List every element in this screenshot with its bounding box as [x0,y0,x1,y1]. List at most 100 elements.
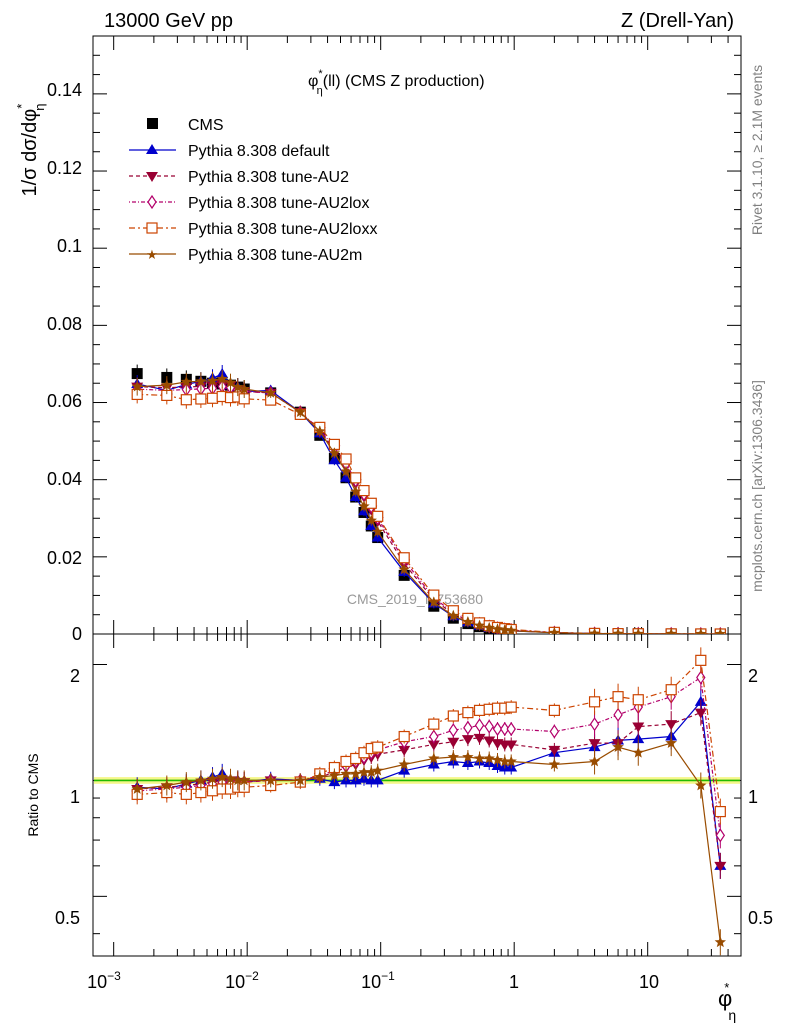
series-3-ratio-point [429,729,439,744]
series-3-ratio-point [463,720,473,735]
main-y-tick-3: 0.06 [47,391,82,411]
series-3-ratio-point [589,717,600,732]
series-3-ratio-point [484,719,494,734]
series-3-ratio-point [492,721,503,737]
ratio-y-tick-right-2: 2 [748,666,758,686]
legend-label-au2loxx: Pythia 8.308 tune-AU2loxx [188,221,377,238]
legend-marker-au2lox [147,194,157,210]
series-5-main-point [491,623,504,634]
series-4-ratio-point [588,696,601,708]
series-5-main-point [161,379,173,390]
x-tick-1e-1: 10−1 [361,969,395,992]
series-5-ratio-point [548,758,561,770]
series-5-main-point [665,627,677,634]
ylabel-base: 1/σ dσ/dφ [19,109,41,197]
legend: CMS Pythia 8.308 default Pythia 8.308 tu… [129,117,377,264]
series-5-main-point [206,374,219,386]
energy-label: 13000 GeV pp [104,10,233,32]
series-2-ratio-point [632,722,645,733]
series-5-main-point [358,500,370,512]
ylabel-sup: * [14,104,29,109]
ratio-y-axis-label: Ratio to CMS [25,753,41,836]
series-3-ratio-point [549,724,560,739]
series-5-main-point [294,406,307,418]
series-2-ratio-point [447,737,460,748]
main-y-tick-4: 0.08 [47,314,82,334]
series-4-main-point [180,394,192,406]
series-3-ratio-point [696,670,706,685]
series-5-main [131,369,727,634]
legend-marker-au2loxx [146,222,158,234]
series-4-ratio-point [462,707,474,719]
series-5-ratio-point [714,936,727,948]
series-4-ratio-point [473,704,486,716]
legend-label-default: Pythia 8.308 default [188,143,330,160]
series-5-main-point [195,375,207,387]
x-tick-labels: 10−3 10−2 10−1 1 10 [87,969,659,992]
series-5-ratio-point [206,772,219,784]
series-4-ratio-point [505,701,517,713]
series-5-main-point [447,609,460,621]
series-2-ratio-point [665,720,678,731]
legend-marker-au2 [146,172,158,182]
series-5-main-point [612,627,624,634]
main-y-tick-1: 0.02 [47,548,82,568]
series-5-ratio-point [428,752,440,764]
series-5-ratio-point [447,751,460,762]
series-3-ratio-point [474,718,485,733]
series-5-main-point [328,447,341,459]
series-4-ratio-point [714,805,726,818]
series-5-main-point [714,628,727,634]
ratio-y-tick-right-1: 1 [748,787,758,807]
series-5-main-point [548,626,561,634]
series-5-ratio-point [398,758,410,770]
series-5-main-point [340,465,352,477]
series-4-main-point [372,510,384,522]
main-y-tick-0: 0 [72,624,82,644]
legend-item-au2loxx: Pythia 8.308 tune-AU2loxx [129,221,377,238]
series-1-main-point [328,454,341,465]
series-4-main-point [340,453,352,465]
legend-label-au2: Pythia 8.308 tune-AU2 [188,169,349,186]
series-5-ratio-point [632,746,644,758]
series-5-main-point [350,485,362,497]
series-5-ratio [131,730,727,956]
series-5-ratio-point [499,755,511,767]
ratio-y-tick-right-0: 0.5 [748,908,773,928]
series-5-ratio-point [216,771,228,782]
series-5-main-point [428,596,440,608]
series-5-main-point [632,627,644,634]
series-2-ratio-point [483,736,496,747]
series-5-ratio-point [314,771,326,782]
series-5-ratio-point [365,766,377,778]
xlabel-base: φ [718,986,732,1011]
ylabel-sub: η [32,104,47,111]
series-2-ratio-point [461,735,474,746]
series-3-ratio-point [613,707,623,722]
ratio-plot-series [131,647,727,956]
series-2-ratio-point [714,861,727,872]
series-5-main-point [365,514,377,526]
series-5-main-point [462,616,474,627]
series-5-ratio-point [294,774,307,786]
series-4-main-point [365,497,377,509]
xlabel-sup: * [724,980,729,995]
main-y-axis-label: 1/σ dσ/dφ* η [14,104,47,197]
series-4-main-point [195,393,207,405]
series-5-main-point [232,381,244,392]
main-y-tick-7: 0.14 [47,80,82,100]
series-4-ratio-point [665,684,677,696]
series-5-ratio-point [358,766,370,778]
series-5-ratio-point [328,769,341,781]
series-0-main-point [131,368,143,380]
series-5-ratio-point [483,752,495,764]
series-4-ratio-point [428,718,440,730]
series-5-ratio-point [131,783,143,794]
series-5-main-point [499,624,511,634]
series-3-ratio-point [448,723,459,738]
x-axis-label: φ* η [718,980,736,1023]
series-5-ratio-point [491,753,504,765]
series-5-ratio-point [180,776,193,787]
series-5-main-point [372,525,384,537]
